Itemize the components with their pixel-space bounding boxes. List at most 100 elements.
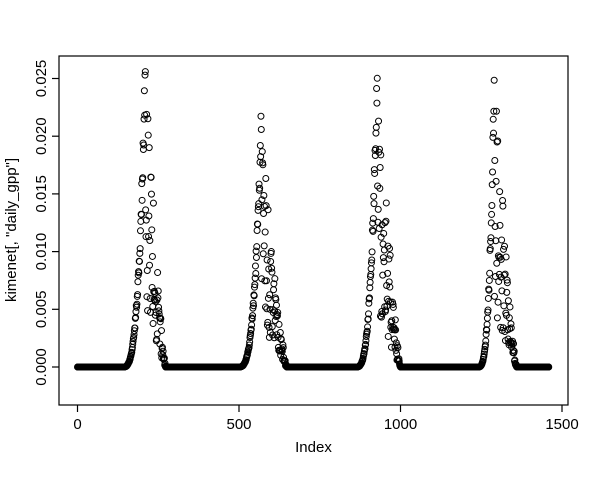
data-point — [491, 223, 499, 230]
data-point — [268, 264, 276, 272]
data-point — [136, 245, 144, 253]
data-point — [264, 318, 272, 326]
data-point — [503, 288, 511, 296]
data-point — [143, 110, 151, 118]
data-point — [156, 318, 164, 326]
data-point — [500, 271, 508, 279]
data-point — [154, 294, 162, 302]
data-point — [149, 320, 157, 328]
data-point — [257, 126, 265, 134]
data-point — [271, 275, 279, 283]
data-point — [249, 312, 257, 320]
data-point — [158, 343, 166, 351]
data-point — [140, 141, 148, 149]
data-point — [257, 153, 265, 161]
data-point — [362, 337, 370, 345]
data-point — [279, 341, 287, 349]
data-point — [272, 301, 280, 309]
data-point — [159, 347, 167, 355]
y-axis-tick-label: 0.025 — [33, 60, 50, 98]
data-point — [382, 306, 390, 314]
data-point — [376, 184, 384, 192]
data-point — [280, 353, 288, 361]
data-point — [267, 258, 275, 266]
data-point — [375, 117, 383, 125]
data-point — [140, 87, 148, 95]
data-point — [499, 202, 507, 210]
data-point — [509, 346, 517, 354]
data-point — [362, 333, 370, 341]
data-point — [500, 302, 508, 310]
data-point — [260, 242, 268, 250]
data-point — [254, 206, 262, 214]
data-point — [376, 163, 384, 171]
data-point — [367, 265, 375, 273]
data-point — [385, 278, 393, 286]
data-point — [368, 256, 376, 264]
data-point — [144, 115, 152, 123]
y-axis-tick-label: 0.000 — [33, 348, 50, 386]
data-point — [511, 356, 519, 364]
data-point — [493, 314, 501, 322]
data-point — [505, 314, 513, 322]
data-point — [251, 262, 259, 270]
data-point — [252, 254, 260, 262]
data-point — [264, 294, 272, 302]
data-point — [159, 351, 167, 359]
data-point — [376, 312, 384, 320]
data-point — [374, 182, 382, 190]
data-point — [130, 327, 138, 335]
data-point — [149, 199, 157, 207]
data-point — [386, 251, 394, 259]
data-point — [155, 307, 163, 315]
data-point — [245, 341, 253, 349]
data-point — [381, 219, 389, 227]
data-point — [148, 283, 156, 291]
data-point — [131, 324, 139, 332]
data-point — [369, 215, 377, 223]
data-point — [490, 292, 498, 300]
data-point — [501, 270, 509, 278]
data-point — [250, 292, 258, 300]
data-point — [250, 302, 258, 310]
data-point — [248, 315, 256, 323]
data-point — [363, 327, 371, 335]
y-axis: 0.000 0.005 0.010 0.015 0.020 0.025 — [33, 60, 59, 386]
data-point — [136, 257, 144, 265]
data-point — [253, 243, 261, 251]
data-point — [379, 271, 387, 279]
data-point — [256, 142, 264, 150]
x-axis-tick-label: 0 — [73, 416, 81, 433]
data-point — [249, 299, 257, 307]
y-axis-tick-label: 0.015 — [33, 175, 50, 213]
data-point — [258, 148, 266, 156]
data-point — [145, 144, 153, 152]
data-point — [254, 220, 262, 228]
data-point — [486, 245, 494, 253]
data-point — [507, 324, 515, 332]
data-point — [142, 233, 150, 241]
data-point — [374, 205, 382, 213]
data-point — [148, 226, 156, 234]
data-point — [369, 219, 377, 227]
data-point — [498, 287, 506, 295]
data-point — [256, 184, 264, 192]
data-point — [260, 192, 268, 199]
data-point — [136, 227, 144, 235]
data-point — [268, 268, 276, 276]
data-point — [270, 286, 278, 294]
data-point — [362, 340, 370, 348]
data-point — [145, 212, 153, 220]
data-point — [268, 323, 276, 331]
data-point — [504, 297, 512, 305]
x-axis-label: Index — [295, 439, 332, 456]
data-point — [488, 201, 496, 209]
data-point — [488, 181, 496, 189]
data-point — [365, 294, 373, 302]
data-point — [493, 138, 501, 146]
data-point — [157, 315, 165, 323]
data-point — [489, 133, 497, 141]
data-point — [481, 345, 489, 353]
data-point — [155, 303, 163, 311]
